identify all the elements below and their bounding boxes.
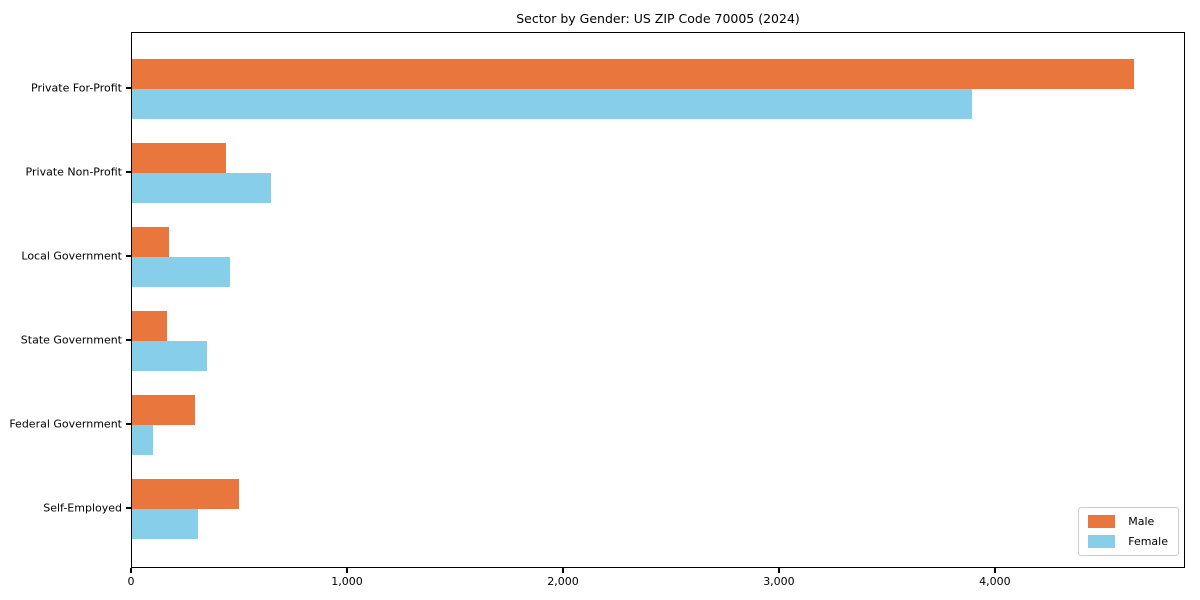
y-tick-mark xyxy=(126,87,131,89)
bar-female-2 xyxy=(132,257,231,287)
x-tick-mark xyxy=(562,568,564,573)
y-tick-mark xyxy=(126,423,131,425)
legend-entry-male: Male xyxy=(1088,515,1168,528)
x-tick-label: 0 xyxy=(127,575,135,588)
y-tick-mark xyxy=(126,507,131,509)
y-tick-mark xyxy=(126,339,131,341)
bar-male-3 xyxy=(132,311,167,341)
category-label: Local Government xyxy=(21,249,122,263)
category-label: Federal Government xyxy=(9,417,122,431)
bar-male-5 xyxy=(132,479,239,509)
x-tick-label: 4,000 xyxy=(979,575,1011,588)
plot-area: Male Female xyxy=(131,32,1185,568)
category-label: Private Non-Profit xyxy=(25,165,122,179)
bar-female-4 xyxy=(132,425,153,455)
legend-entry-female: Female xyxy=(1088,535,1168,548)
bar-male-2 xyxy=(132,227,169,257)
chart-title: Sector by Gender: US ZIP Code 70005 (202… xyxy=(516,11,800,26)
bar-female-5 xyxy=(132,509,198,539)
bar-male-4 xyxy=(132,395,195,425)
x-tick-mark xyxy=(778,568,780,573)
legend: Male Female xyxy=(1078,507,1179,556)
legend-label: Male xyxy=(1128,515,1155,528)
category-label: Self-Employed xyxy=(43,501,122,515)
bar-male-1 xyxy=(132,143,226,173)
x-tick-mark xyxy=(994,568,996,573)
y-tick-mark xyxy=(126,171,131,173)
legend-swatch-female xyxy=(1088,535,1116,548)
bar-female-1 xyxy=(132,173,272,203)
x-tick-label: 1,000 xyxy=(331,575,363,588)
y-tick-mark xyxy=(126,255,131,257)
bar-female-3 xyxy=(132,341,207,371)
legend-swatch-male xyxy=(1088,515,1116,528)
legend-label: Female xyxy=(1128,535,1168,548)
category-label: State Government xyxy=(20,333,122,347)
bar-female-0 xyxy=(132,89,973,119)
bar-male-0 xyxy=(132,59,1135,89)
x-tick-mark xyxy=(346,568,348,573)
x-tick-mark xyxy=(130,568,132,573)
x-tick-label: 2,000 xyxy=(547,575,579,588)
category-label: Private For-Profit xyxy=(31,81,122,95)
x-tick-label: 3,000 xyxy=(763,575,795,588)
